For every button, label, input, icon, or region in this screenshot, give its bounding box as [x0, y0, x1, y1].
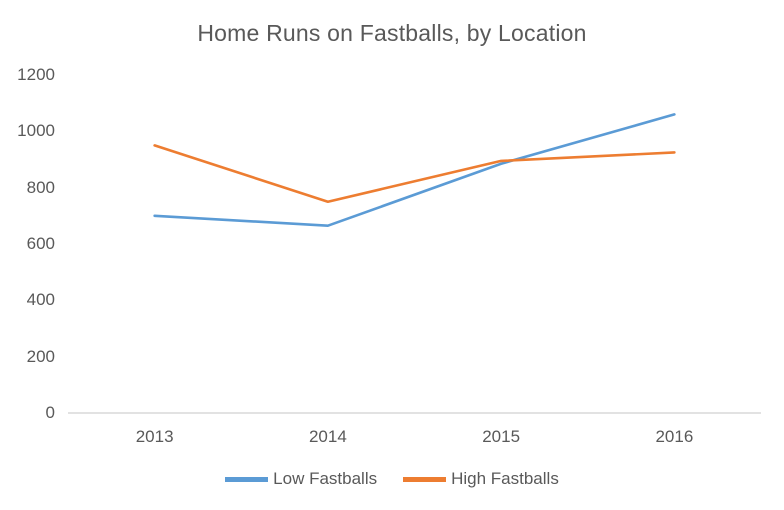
- x-axis-tick-label: 2013: [135, 427, 174, 446]
- y-axis-tick-label: 200: [26, 346, 55, 366]
- y-axis-tick-label: 0: [45, 403, 55, 422]
- x-axis-tick-label: 2014: [308, 427, 347, 446]
- legend-label: Low Fastballs: [273, 469, 378, 488]
- legend-item-low-fastballs: Low Fastballs: [225, 469, 377, 489]
- legend: Low Fastballs High Fastballs: [0, 467, 784, 491]
- legend-line-swatch: [225, 476, 269, 482]
- y-axis-tick-label: 800: [26, 177, 55, 197]
- series-line-high-fastballs: [153, 144, 676, 204]
- chart-title: Home Runs on Fastballs, by Location: [197, 20, 587, 46]
- x-axis-tick-label: 2016: [655, 427, 694, 446]
- legend-label: High Fastballs: [451, 469, 559, 488]
- y-axis-tick-label: 1200: [17, 65, 55, 84]
- y-axis-tick-label: 600: [26, 234, 55, 253]
- y-axis-tick-label: 1000: [17, 121, 55, 141]
- y-axis-tick-label: 400: [26, 290, 55, 310]
- series-line-low-fastballs: [153, 113, 676, 227]
- legend-item-high-fastballs: High Fastballs: [403, 469, 559, 489]
- x-axis-tick-label: 2015: [482, 427, 521, 446]
- legend-line-swatch: [403, 476, 447, 482]
